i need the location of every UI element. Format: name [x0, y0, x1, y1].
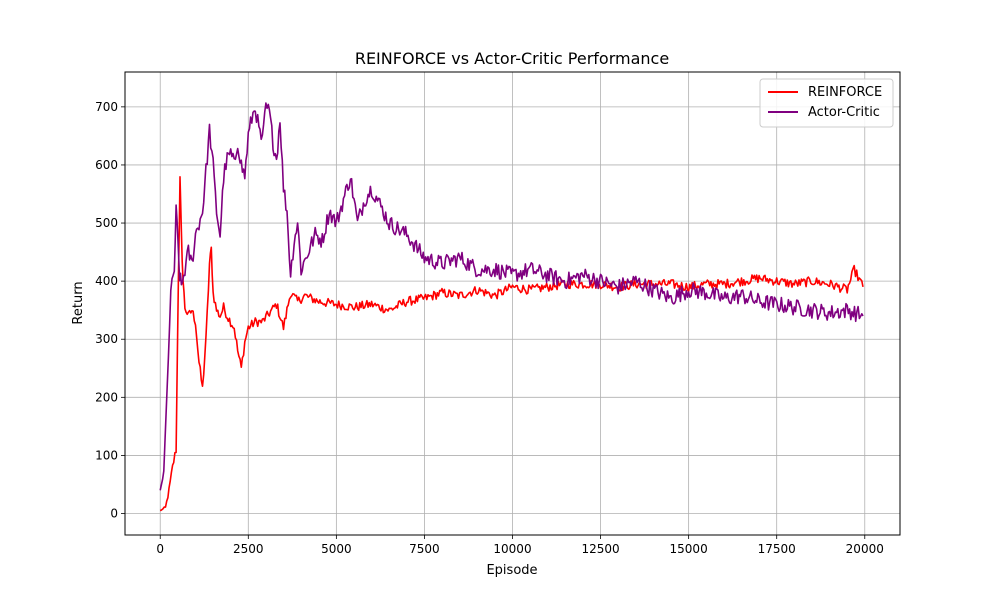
- legend: REINFORCE Actor-Critic: [759, 78, 894, 128]
- series-line-reinforce: [159, 176, 864, 512]
- x-tick-label: 7500: [409, 542, 440, 556]
- y-axis-title: Return: [71, 281, 86, 324]
- y-tick-label: 100: [95, 448, 118, 462]
- x-tick-label: 17500: [758, 542, 796, 556]
- legend-label-reinforce: REINFORCE: [808, 85, 882, 100]
- chart-title: REINFORCE vs Actor-Critic Performance: [355, 49, 669, 68]
- x-tick-label: 0: [156, 542, 164, 556]
- series-layer: [159, 102, 864, 512]
- x-tick-label: 15000: [670, 542, 708, 556]
- y-tick-label: 200: [95, 390, 118, 404]
- x-tick-label: 12500: [581, 542, 619, 556]
- y-tick-label: 400: [95, 274, 118, 288]
- x-axis-title: Episode: [486, 563, 537, 578]
- ticks: 0 2500 5000 7500 10000 12500 15000 17500 20000 0 1…: [95, 100, 884, 556]
- y-tick-label: 0: [110, 507, 118, 521]
- x-tick-label: 20000: [846, 542, 884, 556]
- x-tick-label: 10000: [493, 542, 531, 556]
- y-tick-label: 500: [95, 216, 118, 230]
- x-tick-label: 5000: [321, 542, 352, 556]
- grid: [125, 72, 900, 535]
- legend-label-actor-critic: Actor-Critic: [808, 105, 880, 120]
- x-tick-label: 2500: [233, 542, 264, 556]
- y-tick-label: 300: [95, 332, 118, 346]
- y-tick-label: 700: [95, 100, 118, 114]
- series-line-actor-critic: [159, 102, 864, 491]
- y-tick-label: 600: [95, 158, 118, 172]
